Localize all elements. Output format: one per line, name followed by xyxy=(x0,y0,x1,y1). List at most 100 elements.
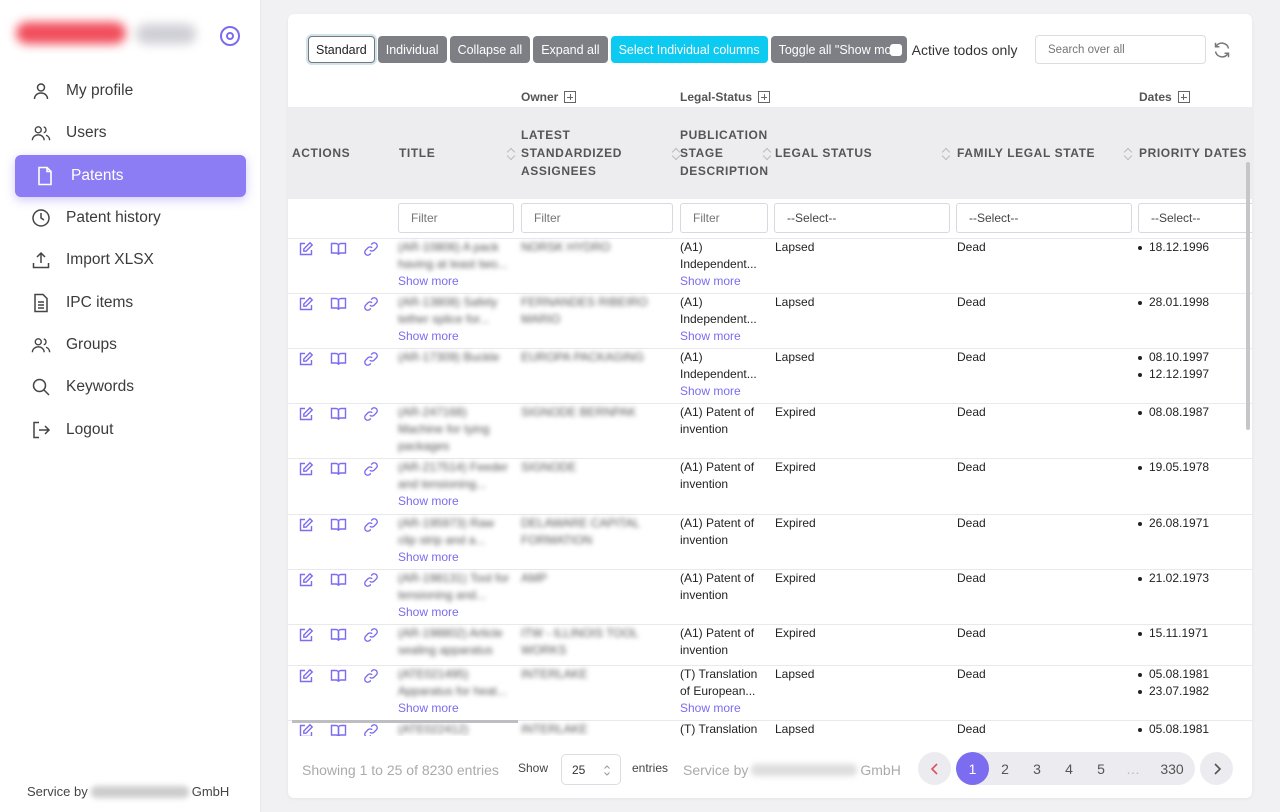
sort-icon[interactable] xyxy=(764,147,772,161)
book-icon[interactable] xyxy=(330,461,347,477)
show-more-link[interactable]: Show more xyxy=(398,329,459,343)
page-button[interactable]: 330 xyxy=(1160,760,1184,777)
col-legal-status[interactable]: LEGAL STATUS xyxy=(775,107,951,199)
search-icon xyxy=(31,377,51,397)
sidebar-item-groups[interactable]: Groups xyxy=(15,324,246,366)
sidebar-item-patent-history[interactable]: Patent history xyxy=(15,197,246,239)
page-button[interactable]: 4 xyxy=(1065,760,1073,777)
book-icon[interactable] xyxy=(330,351,347,367)
priority-date: 26.08.1971 xyxy=(1134,515,1209,532)
link-icon[interactable] xyxy=(363,351,379,367)
link-icon[interactable] xyxy=(363,723,379,736)
vertical-scrollbar[interactable] xyxy=(1246,162,1250,430)
legal-status-select[interactable]: --Select-- xyxy=(774,203,950,233)
sidebar-item-users[interactable]: Users xyxy=(15,112,246,154)
book-icon[interactable] xyxy=(330,296,347,312)
show-more-link[interactable]: Show more xyxy=(398,274,459,288)
active-todos-checkbox[interactable] xyxy=(889,43,902,56)
family-state-cell: Dead xyxy=(957,571,986,585)
show-more-link[interactable]: Show more xyxy=(680,274,741,288)
book-icon[interactable] xyxy=(330,723,347,736)
sort-icon[interactable] xyxy=(508,147,516,161)
plus-icon[interactable] xyxy=(1177,91,1190,103)
sort-icon[interactable] xyxy=(1125,147,1133,161)
users-icon xyxy=(31,335,51,355)
page-button[interactable]: 3 xyxy=(1033,760,1041,777)
edit-icon[interactable] xyxy=(298,723,314,736)
title-filter-input[interactable] xyxy=(398,203,514,233)
sidebar-item-my-profile[interactable]: My profile xyxy=(15,70,246,112)
plus-icon[interactable] xyxy=(758,91,771,103)
link-icon[interactable] xyxy=(363,461,379,477)
col-family-state[interactable]: FAMILY LEGAL STATE xyxy=(957,107,1133,199)
target-icon[interactable] xyxy=(220,26,240,46)
edit-icon[interactable] xyxy=(298,627,314,643)
standard-button[interactable]: Standard xyxy=(308,36,375,63)
page-length-select[interactable]: 25 xyxy=(561,754,621,785)
collapse-all-button[interactable]: Collapse all xyxy=(449,36,531,63)
page-button[interactable]: 2 xyxy=(1001,760,1009,777)
edit-icon[interactable] xyxy=(298,351,314,367)
page-button[interactable]: 1 xyxy=(956,752,989,785)
edit-icon[interactable] xyxy=(298,241,314,257)
book-icon[interactable] xyxy=(330,406,347,422)
show-more-link[interactable]: Show more xyxy=(680,384,741,398)
show-more-link[interactable]: Show more xyxy=(398,550,459,564)
sidebar-item-patents[interactable]: Patents xyxy=(15,154,246,197)
family-state-select[interactable]: --Select-- xyxy=(956,203,1132,233)
sort-icon[interactable] xyxy=(943,147,951,161)
entries-label: entries xyxy=(632,761,669,775)
col-priority-dates[interactable]: PRIORITY DATES xyxy=(1139,107,1252,199)
individual-button[interactable]: Individual xyxy=(377,36,447,63)
plus-icon[interactable] xyxy=(564,91,577,103)
book-icon[interactable] xyxy=(330,627,347,643)
next-page-button[interactable] xyxy=(1200,752,1233,785)
assignee-cell: NORSK HYDRO xyxy=(521,239,671,256)
book-icon[interactable] xyxy=(330,517,347,533)
page-button[interactable]: 5 xyxy=(1097,760,1105,777)
link-icon[interactable] xyxy=(363,406,379,422)
show-more-link[interactable]: Show more xyxy=(398,494,459,508)
file-icon xyxy=(35,166,55,186)
refresh-icon[interactable] xyxy=(1212,40,1232,60)
assignees-filter-input[interactable] xyxy=(521,203,673,233)
show-more-link[interactable]: Show more xyxy=(680,329,741,343)
link-icon[interactable] xyxy=(363,517,379,533)
horizontal-scrollbar[interactable] xyxy=(292,720,518,723)
edit-icon[interactable] xyxy=(298,296,314,312)
link-icon[interactable] xyxy=(363,627,379,643)
show-more-link[interactable]: Show more xyxy=(398,701,459,715)
expand-all-button[interactable]: Expand all xyxy=(533,36,608,63)
edit-icon[interactable] xyxy=(298,461,314,477)
col-title[interactable]: TITLE xyxy=(399,107,517,199)
show-more-link[interactable]: Show more xyxy=(680,701,741,715)
sidebar-item-ipc-items[interactable]: IPC items xyxy=(15,281,246,323)
pub-stage-filter-input[interactable] xyxy=(680,203,768,233)
pub-stage-text: invention xyxy=(680,477,729,491)
pub-stage-cell: (A1) Patent of invention xyxy=(680,570,770,604)
edit-icon[interactable] xyxy=(298,668,314,684)
col-assignees[interactable]: LATEST STANDARDIZED ASSIGNEES xyxy=(521,107,675,199)
book-icon[interactable] xyxy=(330,668,347,684)
edit-icon[interactable] xyxy=(298,572,314,588)
priority-date: 23.07.1982 xyxy=(1134,683,1209,700)
link-icon[interactable] xyxy=(363,668,379,684)
col-actions[interactable]: ACTIONS xyxy=(292,107,392,199)
priority-dates-select[interactable]: --Select-- xyxy=(1138,203,1252,233)
search-input[interactable] xyxy=(1035,35,1206,64)
edit-icon[interactable] xyxy=(298,406,314,422)
link-icon[interactable] xyxy=(363,296,379,312)
toggle-show-more-button[interactable]: Toggle all "Show mor xyxy=(770,36,907,63)
sidebar-item-keywords[interactable]: Keywords xyxy=(15,366,246,408)
col-pub-stage[interactable]: PUBLICATION STAGE DESCRIPTION xyxy=(680,107,772,199)
book-icon[interactable] xyxy=(330,572,347,588)
edit-icon[interactable] xyxy=(298,517,314,533)
prev-page-button[interactable] xyxy=(918,752,951,785)
select-individual-columns-button[interactable]: Select Individual columns xyxy=(610,36,768,63)
sidebar-item-import-xlsx[interactable]: Import XLSX xyxy=(15,239,246,281)
book-icon[interactable] xyxy=(330,241,347,257)
sidebar-item-logout[interactable]: Logout xyxy=(15,408,246,450)
show-more-link[interactable]: Show more xyxy=(398,605,459,619)
link-icon[interactable] xyxy=(363,572,379,588)
link-icon[interactable] xyxy=(363,241,379,257)
